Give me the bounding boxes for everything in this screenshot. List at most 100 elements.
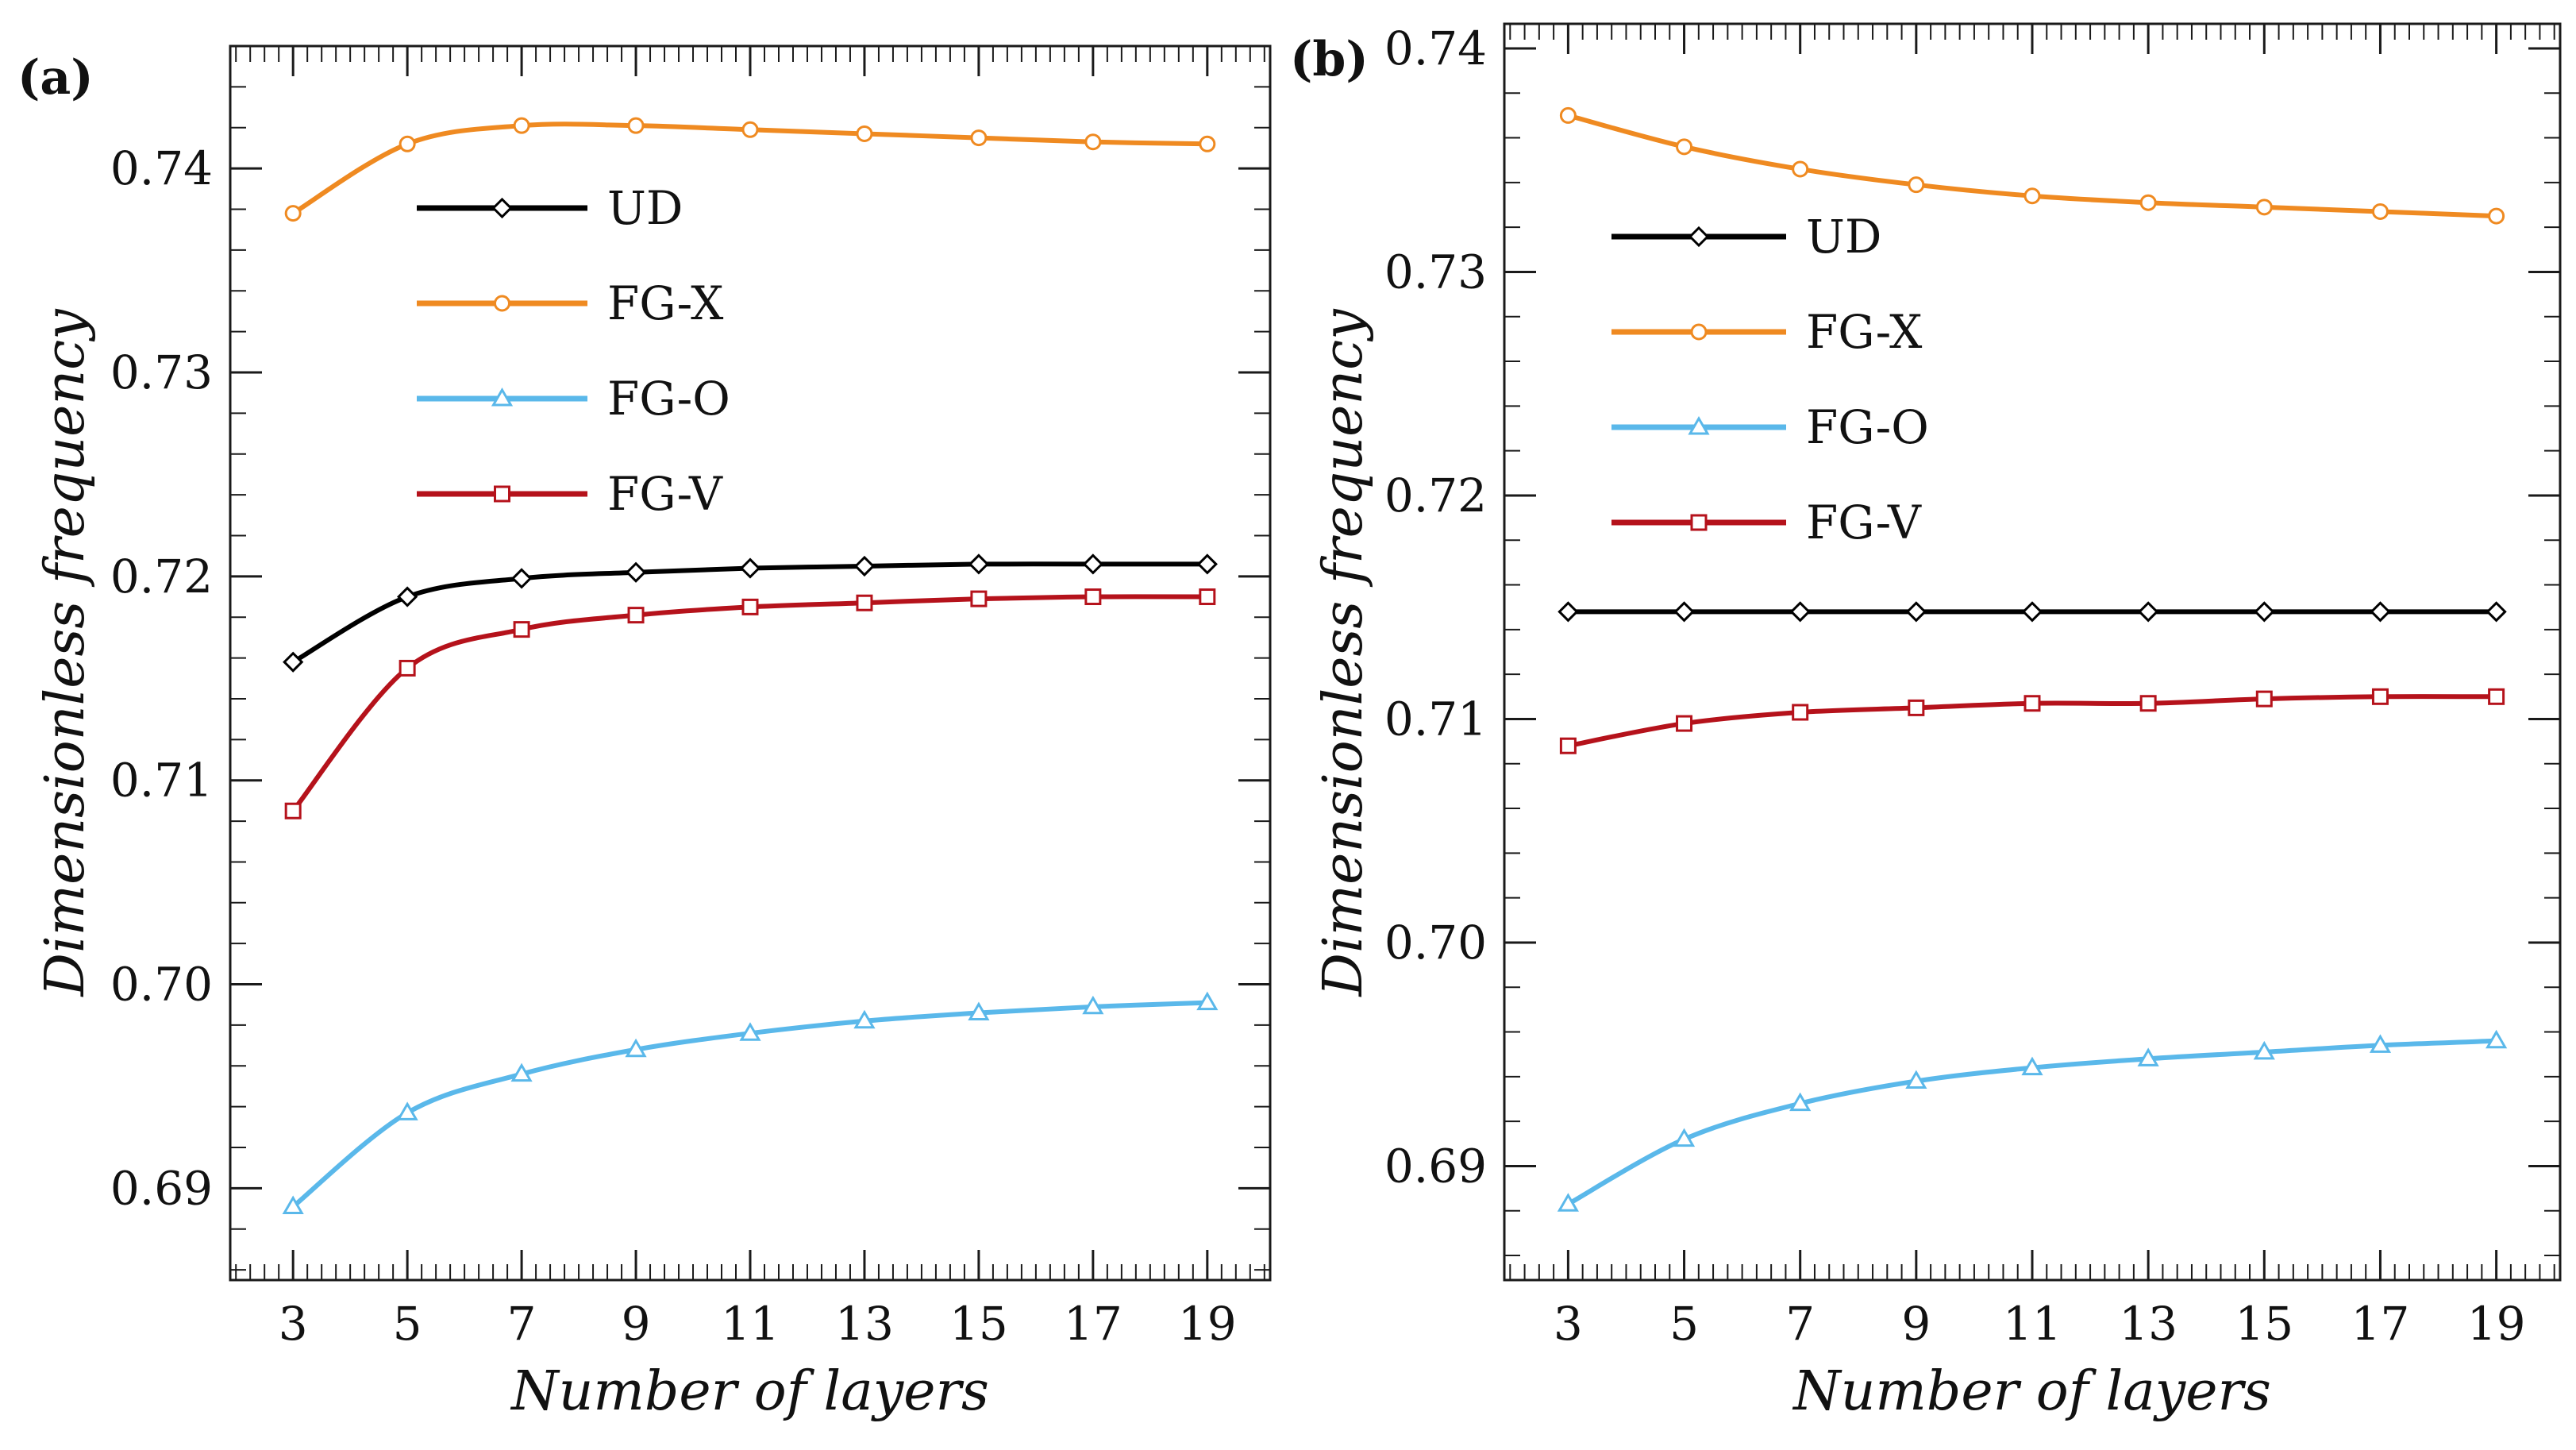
panel-b: (b) Dimensionless frequency Number of la… xyxy=(1290,21,2562,1423)
data-point-fg-v xyxy=(1199,588,1216,606)
data-point-fg-o xyxy=(510,1062,533,1082)
data-point-fg-v xyxy=(627,607,645,624)
data-point-fg-o xyxy=(1557,1193,1579,1212)
x-tick-label: 15 xyxy=(2235,1297,2293,1351)
data-point-ud xyxy=(2021,601,2043,623)
data-point-fg-o xyxy=(625,1038,647,1058)
x-tick-label: 9 xyxy=(1901,1297,1931,1351)
legend-marker-fg-v xyxy=(494,485,510,503)
data-point-fg-v xyxy=(399,659,416,677)
x-tick-label: 19 xyxy=(1178,1297,1237,1351)
data-point-fg-x xyxy=(284,205,302,222)
legend-marker-fg-v xyxy=(1690,514,1708,531)
x-tick-label: 3 xyxy=(279,1297,308,1351)
x-tick-label: 5 xyxy=(1669,1297,1699,1351)
data-point-fg-v xyxy=(2139,695,2157,712)
data-point-fg-v xyxy=(2488,688,2505,705)
y-tick-label: 0.72 xyxy=(1384,469,1487,523)
legend-marker-fg-x xyxy=(1690,323,1708,341)
legend: UD FG-X FG-O FG-V xyxy=(417,181,730,521)
data-point-fg-v xyxy=(1084,588,1102,606)
data-point-ud xyxy=(2138,601,2159,623)
data-point-fg-x xyxy=(2139,194,2157,211)
data-point-ud xyxy=(2486,601,2507,623)
data-point-fg-x xyxy=(970,129,988,147)
data-point-fg-x xyxy=(513,117,530,134)
data-point-fg-v xyxy=(284,802,302,819)
data-point-ud xyxy=(397,586,418,607)
data-point-fg-o xyxy=(2486,1029,2508,1049)
data-point-fg-v xyxy=(2371,688,2389,705)
y-tick-label: 0.72 xyxy=(110,550,213,604)
data-point-ud xyxy=(1558,601,1579,623)
data-point-fg-o xyxy=(1196,991,1219,1011)
data-point-fg-x xyxy=(2371,202,2389,220)
data-point-fg-v xyxy=(1559,737,1577,754)
y-tick-label: 0.71 xyxy=(1384,692,1487,746)
data-point-fg-o xyxy=(1789,1092,1812,1112)
data-point-fg-x xyxy=(1559,106,1577,124)
data-point-ud xyxy=(625,561,647,583)
y-tick-label: 0.70 xyxy=(110,958,213,1012)
data-point-fg-o xyxy=(282,1195,304,1215)
data-point-fg-o xyxy=(2137,1047,2159,1066)
data-point-fg-o xyxy=(2021,1056,2043,1076)
y-tick-label: 0.71 xyxy=(110,754,213,808)
data-point-fg-x xyxy=(627,117,645,134)
y-axis-title-b: Dimensionless frequency xyxy=(1312,308,1375,998)
data-point-fg-v xyxy=(970,590,988,607)
legend-label-fg-o: FG-O xyxy=(607,372,730,426)
data-point-fg-x xyxy=(1199,135,1216,152)
data-point-ud xyxy=(853,555,876,577)
data-point-ud xyxy=(1082,553,1103,575)
y-tick-label: 0.73 xyxy=(110,345,213,399)
data-point-fg-v xyxy=(741,598,759,615)
data-point-fg-o xyxy=(739,1022,761,1041)
legend-label-fg-x: FG-X xyxy=(1806,305,1923,359)
y-tick-label: 0.70 xyxy=(1384,916,1487,970)
panel-label-b: (b) xyxy=(1290,32,1369,87)
panel-a: (a) Dimensionless frequency Number of la… xyxy=(17,44,1272,1423)
x-tick-label: 7 xyxy=(1785,1297,1815,1351)
legend-marker-fg-x xyxy=(494,295,510,312)
data-point-fg-x xyxy=(1792,160,1809,178)
data-point-fg-x xyxy=(741,121,759,138)
x-tick-label: 15 xyxy=(949,1297,1008,1351)
data-point-fg-x xyxy=(1084,133,1102,151)
legend-marker-ud xyxy=(491,197,513,219)
data-point-fg-x xyxy=(2023,187,2041,205)
x-tick-label: 17 xyxy=(2351,1297,2410,1351)
data-point-fg-o xyxy=(2253,1040,2275,1060)
legend-label-fg-v: FG-V xyxy=(1806,496,1922,550)
data-point-ud xyxy=(968,553,990,575)
data-point-fg-v xyxy=(1792,704,1809,721)
data-point-ud xyxy=(1905,601,1927,623)
x-axis-title-a: Number of layers xyxy=(510,1360,989,1423)
x-tick-label: 13 xyxy=(2119,1297,2177,1351)
data-point-ud xyxy=(510,568,533,589)
data-point-ud xyxy=(283,651,304,673)
x-tick-label: 19 xyxy=(2467,1297,2526,1351)
data-point-fg-x xyxy=(1676,138,1693,156)
data-point-ud xyxy=(1673,601,1695,623)
y-tick-label: 0.69 xyxy=(110,1161,213,1215)
data-point-fg-v xyxy=(513,621,530,638)
x-axis-title-b: Number of layers xyxy=(1792,1360,2271,1423)
x-tick-label: 13 xyxy=(835,1297,894,1351)
data-point-fg-v xyxy=(856,594,873,611)
x-tick-label: 5 xyxy=(393,1297,422,1351)
legend-marker-fg-o xyxy=(491,388,514,407)
series-line-fg-v xyxy=(291,594,1210,814)
data-point-fg-x xyxy=(2255,199,2273,216)
data-point-ud xyxy=(1789,601,1811,623)
data-point-fg-v xyxy=(2255,690,2273,708)
data-point-fg-o xyxy=(1673,1128,1696,1147)
data-point-fg-v xyxy=(1676,715,1693,732)
data-point-fg-v xyxy=(1908,699,1925,716)
legend-label-fg-o: FG-O xyxy=(1806,400,1929,454)
data-point-ud xyxy=(739,557,761,579)
data-point-ud xyxy=(1196,553,1218,575)
data-point-fg-o xyxy=(396,1101,418,1120)
